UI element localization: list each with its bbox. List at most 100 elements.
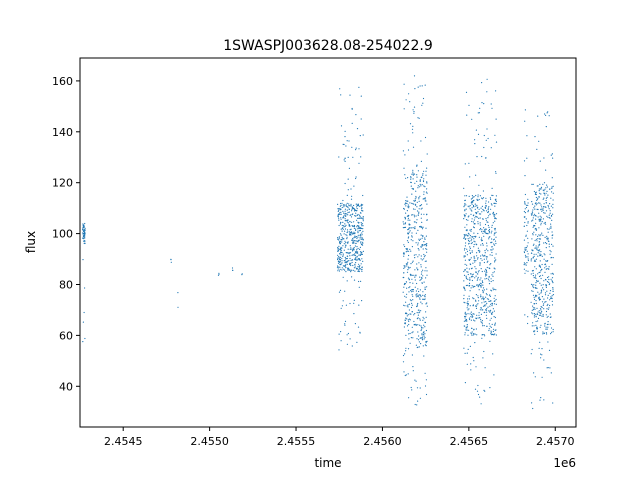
data-point: [339, 289, 342, 291]
data-point: [530, 283, 533, 285]
data-point: [472, 205, 475, 207]
data-point: [473, 333, 475, 335]
data-point: [417, 302, 419, 305]
data-point: [492, 194, 494, 197]
data-point: [468, 259, 471, 261]
data-point: [533, 243, 535, 245]
data-point: [474, 342, 476, 344]
data-point: [495, 90, 497, 92]
data-point: [524, 249, 526, 251]
data-point: [362, 218, 364, 220]
data-point: [479, 279, 481, 281]
data-point: [475, 328, 477, 330]
data-point: [345, 220, 347, 222]
data-point: [413, 75, 416, 77]
data-point: [347, 231, 349, 233]
data-point: [351, 195, 353, 197]
data-point: [341, 241, 343, 243]
data-point: [540, 306, 542, 308]
data-point: [362, 230, 364, 232]
data-point: [471, 327, 473, 329]
data-point: [481, 229, 483, 231]
data-point: [490, 326, 492, 328]
data-point: [425, 248, 427, 250]
data-point: [417, 185, 419, 187]
data-point: [358, 148, 360, 150]
data-point: [543, 359, 545, 361]
data-point: [338, 224, 340, 227]
data-point: [347, 222, 349, 224]
data-point: [469, 176, 471, 178]
data-point: [482, 334, 484, 336]
data-point: [425, 170, 427, 172]
data-point: [359, 236, 361, 238]
data-point: [481, 302, 483, 304]
data-point: [340, 307, 342, 309]
data-point: [338, 349, 340, 351]
data-point: [547, 111, 549, 113]
data-point: [421, 337, 423, 339]
data-point: [170, 259, 172, 261]
data-point: [422, 102, 424, 104]
data-point: [358, 265, 360, 267]
y-tick-label: 80: [59, 278, 73, 291]
data-point: [413, 324, 415, 326]
data-point: [359, 233, 362, 235]
data-point: [463, 234, 465, 236]
data-point: [480, 307, 483, 309]
data-point: [426, 274, 428, 276]
data-point: [416, 164, 418, 166]
data-point: [540, 353, 542, 355]
data-point: [341, 206, 343, 209]
data-point: [550, 331, 553, 333]
data-point: [536, 249, 538, 251]
data-point: [360, 203, 362, 205]
data-point: [82, 341, 84, 343]
data-point: [542, 274, 544, 276]
data-point: [416, 318, 418, 320]
data-point: [469, 246, 471, 248]
data-point: [534, 308, 536, 310]
data-point: [535, 284, 537, 286]
data-point: [535, 196, 538, 199]
data-point: [547, 204, 549, 207]
data-point: [472, 286, 474, 288]
data-point: [412, 169, 414, 171]
data-point: [471, 276, 473, 278]
data-point: [467, 216, 469, 218]
data-point: [343, 217, 345, 219]
data-point: [414, 198, 416, 200]
data-point: [416, 312, 418, 314]
x-axis-offset-label: 1e6: [553, 456, 576, 470]
data-point: [345, 252, 347, 254]
data-point: [467, 278, 469, 280]
data-point: [486, 245, 488, 247]
data-point: [410, 289, 412, 292]
data-point: [538, 271, 540, 274]
data-point: [481, 321, 483, 324]
data-point: [405, 177, 407, 179]
data-point: [343, 143, 345, 146]
data-point: [403, 226, 406, 229]
data-point: [360, 223, 363, 225]
data-point: [405, 248, 407, 250]
data-point: [535, 324, 537, 326]
data-point: [359, 332, 361, 334]
data-point: [470, 369, 472, 371]
data-point: [480, 268, 482, 270]
data-point: [484, 207, 487, 209]
data-point: [469, 305, 471, 307]
data-point: [352, 248, 355, 250]
data-point: [341, 202, 343, 204]
data-point: [82, 259, 84, 261]
data-point: [551, 237, 553, 239]
data-point: [356, 204, 358, 206]
data-point: [348, 140, 350, 142]
data-point: [480, 321, 482, 323]
data-point: [481, 197, 483, 199]
data-point: [424, 321, 426, 323]
data-point: [544, 254, 546, 256]
data-point: [423, 355, 425, 357]
data-point: [343, 159, 345, 161]
data-point: [532, 290, 534, 292]
